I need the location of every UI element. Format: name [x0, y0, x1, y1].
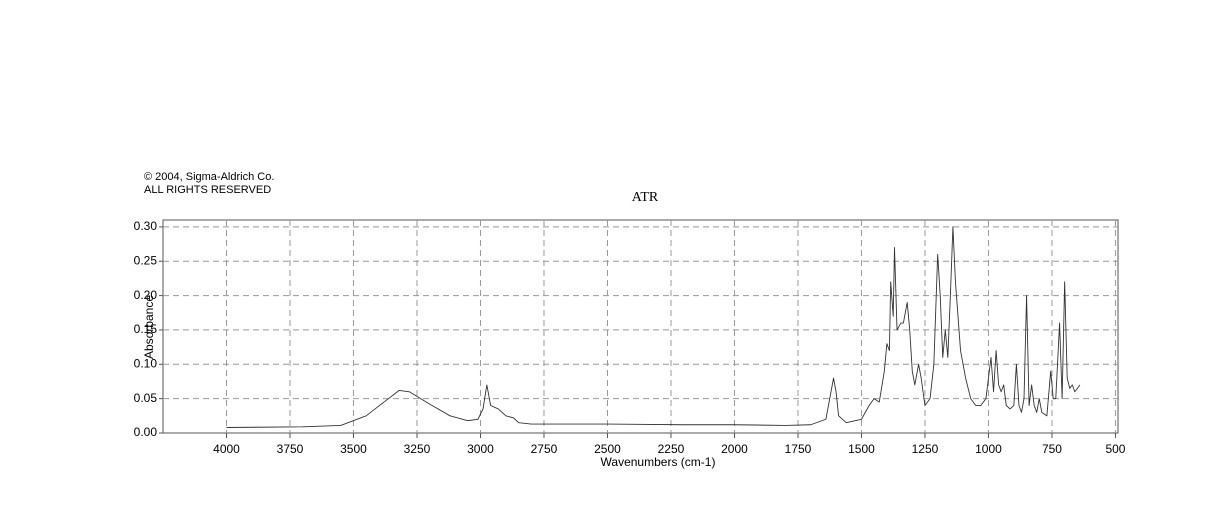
- y-tick-label: 0.15: [134, 322, 158, 336]
- x-tick-label: 2500: [594, 442, 621, 456]
- y-tick-label: 0.25: [134, 253, 158, 267]
- x-tick-label: 2000: [721, 442, 748, 456]
- x-tick-label: 1000: [975, 442, 1002, 456]
- y-axis-label: Absorbance: [142, 295, 156, 359]
- x-tick-label: 4000: [213, 442, 240, 456]
- x-tick-label: 3750: [277, 442, 304, 456]
- y-tick-label: 0.20: [134, 288, 158, 302]
- y-tick-label: 0.00: [134, 425, 158, 439]
- x-tick-label: 500: [1105, 442, 1125, 456]
- plot-frame: [162, 219, 1119, 434]
- y-tick-label: 0.10: [134, 356, 158, 370]
- spectrum-line: [226, 226, 1081, 428]
- x-tick-label: 3000: [467, 442, 494, 456]
- x-tick-label: 3500: [340, 442, 367, 456]
- chart-title: ATR: [632, 190, 659, 205]
- y-tick-label: 0.05: [134, 391, 158, 405]
- x-tick-label: 2250: [658, 442, 685, 456]
- x-tick-label: 1500: [848, 442, 875, 456]
- x-axis-label: Wavenumbers (cm-1): [601, 455, 716, 469]
- x-tick-label: 2750: [531, 442, 558, 456]
- copyright-note: © 2004, Sigma-Aldrich Co.: [144, 171, 274, 183]
- copyright-note: ALL RIGHTS RESERVED: [144, 184, 271, 196]
- x-tick-label: 750: [1042, 442, 1062, 456]
- x-tick-label: 1250: [912, 442, 939, 456]
- y-tick-label: 0.30: [134, 219, 158, 233]
- x-tick-label: 3250: [404, 442, 431, 456]
- x-tick-label: 1750: [785, 442, 812, 456]
